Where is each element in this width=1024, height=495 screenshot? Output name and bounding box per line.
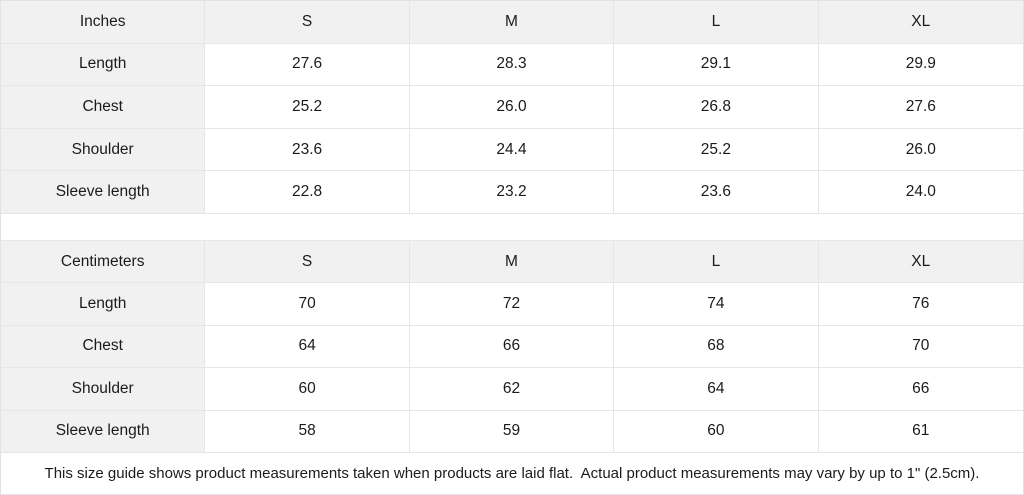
measurement-label: Chest: [1, 86, 206, 129]
measurement-value: 26.0: [818, 128, 1023, 172]
measurement-value: 74: [614, 283, 819, 326]
measurement-value: 23.6: [205, 128, 410, 172]
measurement-value: 68: [614, 325, 819, 369]
inches-table: Inches S M L XL Length 27.6 28.3 29.1 29…: [1, 1, 1023, 214]
measurement-value: 27.6: [818, 86, 1023, 129]
measurement-value: 64: [205, 325, 410, 369]
measurement-label: Shoulder: [1, 368, 206, 411]
measurement-label: Chest: [1, 325, 206, 369]
measurement-value: 70: [205, 283, 410, 326]
measurement-value: 60: [614, 410, 819, 453]
measurement-value: 61: [818, 410, 1023, 453]
measurement-value: 23.6: [614, 171, 819, 214]
measurement-value: 66: [409, 325, 615, 369]
measurement-value: 70: [818, 325, 1023, 369]
size-header-s: S: [205, 241, 410, 284]
measurement-value: 24.4: [409, 128, 615, 172]
centimeters-table: Centimeters S M L XL Length 70 72 74 76 …: [1, 241, 1023, 453]
measurement-label: Length: [1, 43, 206, 87]
size-header-m: M: [409, 241, 615, 284]
measurement-value: 62: [409, 368, 615, 411]
size-header-l: L: [614, 1, 819, 44]
size-header-l: L: [614, 241, 819, 284]
measurement-value: 59: [409, 410, 615, 453]
measurement-label: Length: [1, 283, 206, 326]
measurement-value: 58: [205, 410, 410, 453]
unit-header-cell: Inches: [1, 1, 206, 44]
measurement-value: 25.2: [614, 128, 819, 172]
measurement-value: 25.2: [205, 86, 410, 129]
unit-header-cell: Centimeters: [1, 241, 206, 284]
measurement-value: 60: [205, 368, 410, 411]
measurement-value: 24.0: [818, 171, 1023, 214]
size-header-xl: XL: [818, 241, 1023, 284]
measurement-value: 26.8: [614, 86, 819, 129]
measurement-value: 27.6: [205, 43, 410, 87]
measurement-value: 64: [614, 368, 819, 411]
size-header-xl: XL: [818, 1, 1023, 44]
measurement-value: 26.0: [409, 86, 615, 129]
size-header-m: M: [409, 1, 615, 44]
measurement-value: 76: [818, 283, 1023, 326]
measurement-label: Shoulder: [1, 128, 206, 172]
measurement-value: 72: [409, 283, 615, 326]
measurement-value: 23.2: [409, 171, 615, 214]
measurement-label: Sleeve length: [1, 410, 206, 453]
measurement-value: 29.1: [614, 43, 819, 87]
size-guide-note: This size guide shows product measuremen…: [1, 453, 1023, 494]
measurement-label: Sleeve length: [1, 171, 206, 214]
measurement-value: 29.9: [818, 43, 1023, 87]
measurement-value: 66: [818, 368, 1023, 411]
measurement-value: 28.3: [409, 43, 615, 87]
table-spacer: [1, 214, 1023, 241]
measurement-value: 22.8: [205, 171, 410, 214]
size-header-s: S: [205, 1, 410, 44]
